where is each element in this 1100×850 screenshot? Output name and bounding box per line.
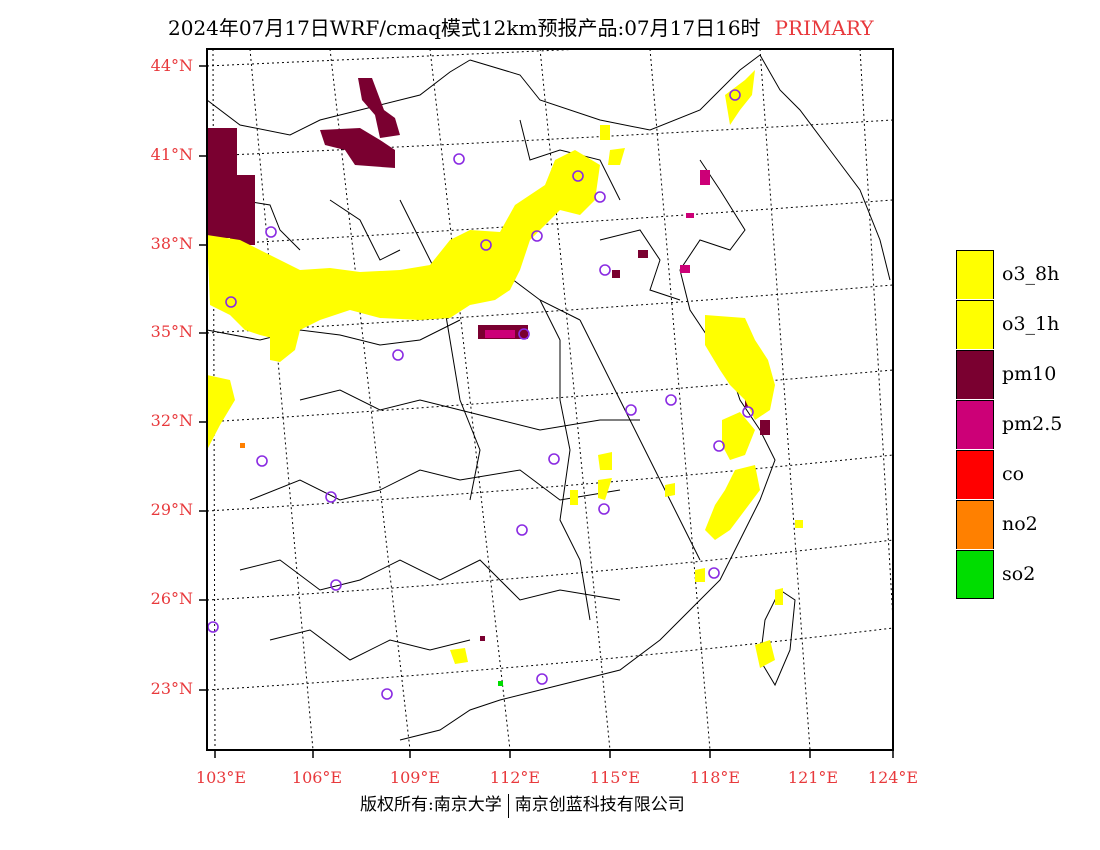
lon-label-124: 124°E — [867, 768, 919, 787]
lat-label-38: 38°N — [150, 234, 193, 253]
so2-cells — [498, 681, 503, 686]
lat-label-23: 23°N — [150, 679, 193, 698]
legend-swatch — [956, 299, 994, 349]
copyright-left: 版权所有:南京大学 — [360, 795, 502, 815]
boundaries — [207, 54, 891, 741]
legend-item-o3-1h: o3_1h — [956, 299, 1062, 349]
primary-tag: PRIMARY — [774, 16, 874, 40]
copyright-footer: 版权所有:南京大学 南京创蓝科技有限公司 — [360, 790, 685, 818]
legend-item-so2: so2 — [956, 549, 1062, 599]
legend-item-co: co — [956, 449, 1062, 499]
legend-item-o3-8h: o3_8h — [956, 249, 1062, 299]
legend-label: no2 — [1002, 513, 1038, 535]
o3-cells — [207, 70, 803, 668]
map-frame — [206, 48, 894, 751]
legend-label: o3_1h — [1002, 313, 1060, 335]
no2-cells — [240, 443, 245, 448]
copyright-right: 南京创蓝科技有限公司 — [514, 795, 685, 815]
station-markers — [207, 89, 754, 700]
lon-label-103: 103°E — [195, 768, 247, 787]
lat-label-41: 41°N — [150, 145, 193, 164]
lon-label-106: 106°E — [291, 768, 343, 787]
title-text: 2024年07月17日WRF/cmaq模式12km预报产品:07月17日16时 — [168, 16, 761, 40]
legend-label: pm10 — [1002, 363, 1057, 385]
lon-label-118: 118°E — [689, 768, 741, 787]
legend-swatch — [956, 449, 994, 499]
legend-label: co — [1002, 463, 1025, 485]
legend-swatch — [956, 499, 994, 549]
lat-label-44: 44°N — [150, 56, 193, 75]
legend-label: pm2.5 — [1002, 413, 1063, 435]
legend-item-no2: no2 — [956, 499, 1062, 549]
map-title: 2024年07月17日WRF/cmaq模式12km预报产品:07月17日16时 P… — [168, 12, 874, 41]
lon-label-115: 115°E — [589, 768, 641, 787]
graticule — [207, 49, 893, 750]
lon-label-112: 112°E — [489, 768, 541, 787]
lat-label-26: 26°N — [150, 589, 193, 608]
pm10-cells — [207, 78, 770, 641]
legend-item-pm10: pm10 — [956, 349, 1062, 399]
legend-item-pm25: pm2.5 — [956, 399, 1062, 449]
legend-swatch — [956, 249, 994, 299]
lon-label-109: 109°E — [389, 768, 441, 787]
legend-swatch — [956, 349, 994, 399]
lat-label-35: 35°N — [150, 322, 193, 341]
legend-label: o3_8h — [1002, 263, 1060, 285]
lat-label-29: 29°N — [150, 500, 193, 519]
legend-swatch — [956, 399, 994, 449]
legend-swatch — [956, 549, 994, 599]
footer-divider — [507, 793, 509, 818]
lat-label-32: 32°N — [150, 411, 193, 430]
legend-label: so2 — [1002, 563, 1036, 585]
legend: o3_8h o3_1h pm10 pm2.5 co no2 so2 — [956, 249, 1062, 599]
lon-label-121: 121°E — [787, 768, 839, 787]
